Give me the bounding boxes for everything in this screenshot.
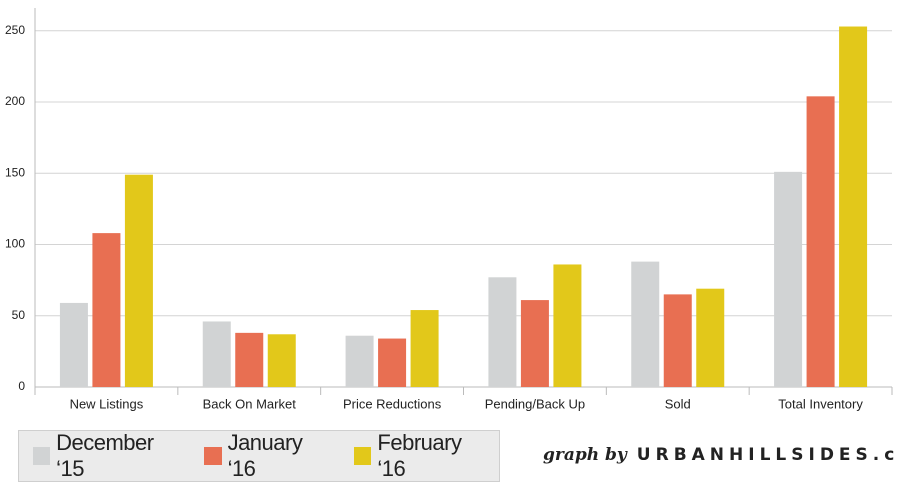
bar [663,294,692,387]
bar [92,233,121,387]
y-tick-label: 250 [5,23,25,37]
bar [410,310,439,387]
bar [59,302,88,387]
legend-item: January ‘16 [204,430,330,482]
y-tick-label: 50 [12,308,26,322]
bar [631,261,660,387]
bar [267,334,296,387]
legend-label: December ‘15 [56,430,154,481]
bar [553,264,582,387]
bar [696,288,725,387]
bar [839,26,868,388]
legend-swatch [354,447,372,465]
legend-item: February ‘16 [354,430,489,482]
legend: December ‘15 January ‘16 February ‘16 [18,430,500,482]
bar [378,338,407,387]
legend-label: January ‘16 [227,430,303,481]
credit-by: graph by [543,445,627,465]
bar [806,96,835,387]
y-tick-label: 0 [18,379,25,393]
chart: 0 50 100 150 200 250 New Listings Back On Marke… [5,8,893,411]
x-tick-label: New Listings [70,396,144,411]
legend-swatch [204,447,222,465]
x-tick-label: Price Reductions [343,396,442,411]
legend-swatch [33,447,51,465]
legend-label: February ‘16 [377,430,462,481]
x-tick-label: Sold [665,396,691,411]
bar [774,171,803,387]
bar [488,277,517,387]
bar [202,321,231,387]
credit: graph by URBANHILLSIDES.com [543,445,899,465]
y-tick-label: 200 [5,94,25,108]
legend-item: December ‘15 [33,430,180,482]
x-tick-label: Pending/Back Up [485,396,585,411]
bar [345,335,374,387]
credit-site: URBANHILLSIDES.com [636,445,899,465]
x-tick-label: Back On Market [203,396,297,411]
bar [235,332,264,387]
x-tick-label: Total Inventory [778,396,863,411]
bar [124,174,153,387]
y-tick-label: 150 [5,165,25,179]
bar [520,300,549,387]
y-tick-label: 100 [5,237,25,251]
